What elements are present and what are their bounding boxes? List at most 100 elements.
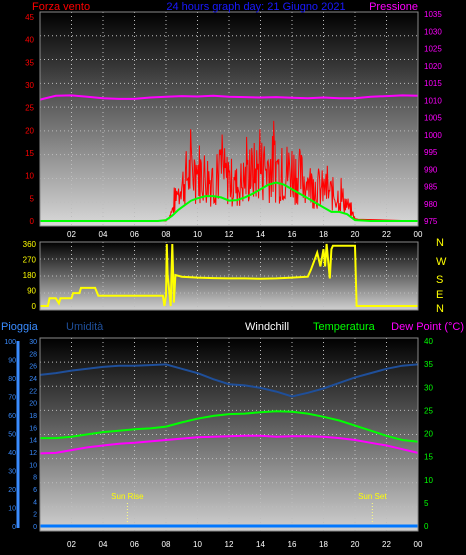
pressure-tick-1015: 1015 — [424, 79, 442, 88]
climate-time-label-16: 16 — [288, 540, 297, 549]
climate-time-label-22: 22 — [382, 540, 391, 549]
rain-tick-20: 20 — [8, 487, 16, 494]
climate-time-label-12: 12 — [225, 540, 234, 549]
humidity-tick-8: 8 — [33, 475, 37, 482]
rain-tick-30: 30 — [8, 469, 16, 476]
humidity-tick-0: 0 — [33, 524, 37, 531]
climate-time-label-06: 06 — [130, 540, 139, 549]
direction-chart-frame — [39, 241, 419, 311]
wind-time-label-20: 20 — [351, 230, 360, 239]
rain-tick-60: 60 — [8, 413, 16, 420]
wind-time-label-14: 14 — [256, 230, 265, 239]
sun-marker-label-1: Sun Set — [358, 492, 387, 501]
wind-time-label-22: 22 — [382, 230, 391, 239]
pressure-tick-1030: 1030 — [424, 27, 442, 36]
pressure-tick-990: 990 — [424, 165, 438, 174]
wind-time-label-12: 12 — [225, 230, 234, 239]
temperature-tick-20: 20 — [424, 430, 433, 439]
temperature-tick-40: 40 — [424, 337, 433, 346]
wind-tick-10: 10 — [25, 172, 34, 181]
wind-tick-15: 15 — [25, 149, 34, 158]
pressure-tick-975: 975 — [424, 217, 438, 226]
pressure-tick-1000: 1000 — [424, 131, 442, 140]
wind-time-label-02: 02 — [67, 230, 76, 239]
compass-tick-1: W — [436, 256, 447, 268]
temperature-tick-15: 15 — [424, 453, 433, 462]
rain-tick-0: 0 — [12, 524, 16, 531]
pressure-tick-1020: 1020 — [424, 62, 442, 71]
pressure-tick-1035: 1035 — [424, 10, 442, 19]
wind-tick-30: 30 — [25, 81, 34, 90]
wind-time-label-06: 06 — [130, 230, 139, 239]
climate-time-label-20: 20 — [351, 540, 360, 549]
climate-time-label-14: 14 — [256, 540, 265, 549]
humidity-tick-14: 14 — [29, 438, 37, 445]
direction-tick-180: 180 — [23, 271, 37, 280]
wind-average-line — [40, 181, 418, 222]
pressure-tick-1025: 1025 — [424, 45, 442, 54]
pressure-tick-1010: 1010 — [424, 96, 442, 105]
compass-tick-3: E — [436, 289, 443, 301]
wind-chart-title: 24 hours graph day: 21 Giugno 2021 — [166, 1, 345, 13]
direction-tick-0: 0 — [32, 302, 37, 311]
climate-time-label-18: 18 — [319, 540, 328, 549]
climate-time-label-10: 10 — [193, 540, 202, 549]
direction-tick-90: 90 — [27, 287, 36, 296]
humidity-tick-28: 28 — [29, 351, 37, 358]
climate-chart-frame — [39, 337, 419, 532]
temperature-tick-30: 30 — [424, 383, 433, 392]
tick-labels: 0202040406060808101012121414161618182020… — [4, 10, 447, 549]
rain-label: Pioggia — [1, 321, 39, 333]
wind-speed-line — [40, 120, 419, 222]
humidity-tick-2: 2 — [33, 512, 37, 519]
compass-tick-0: N — [436, 237, 444, 249]
pressure-line — [39, 94, 419, 101]
temperature-line — [40, 410, 419, 443]
humidity-tick-12: 12 — [29, 450, 37, 457]
wind-direction-line — [40, 243, 418, 307]
temperature-tick-35: 35 — [424, 360, 433, 369]
climate-time-label-08: 08 — [162, 540, 171, 549]
pressure-axis-title: Pressione — [369, 1, 418, 13]
rain-tick-100: 100 — [4, 339, 16, 346]
pressure-tick-980: 980 — [424, 200, 438, 209]
humidity-tick-30: 30 — [29, 339, 37, 346]
humidity-tick-20: 20 — [29, 401, 37, 408]
grid-layer — [40, 12, 418, 531]
humidity-label: Umidità — [66, 321, 104, 333]
direction-tick-360: 360 — [23, 240, 37, 249]
direction-tick-270: 270 — [23, 256, 37, 265]
wind-time-label-16: 16 — [288, 230, 297, 239]
wind-tick-5: 5 — [30, 194, 35, 203]
wind-time-label-04: 04 — [99, 230, 108, 239]
pressure-tick-985: 985 — [424, 183, 438, 192]
rain-tick-90: 90 — [8, 358, 16, 365]
humidity-tick-26: 26 — [29, 364, 37, 371]
climate-time-label-02: 02 — [67, 540, 76, 549]
humidity-line — [39, 363, 419, 398]
wind-tick-0: 0 — [30, 217, 35, 226]
temperature-tick-0: 0 — [424, 522, 429, 531]
humidity-tick-16: 16 — [29, 425, 37, 432]
wind-time-label-18: 18 — [319, 230, 328, 239]
climate-time-label-00: 00 — [414, 540, 423, 549]
series-layer — [39, 94, 419, 528]
wind-time-label-08: 08 — [162, 230, 171, 239]
wind-chart-frame — [39, 11, 419, 227]
climate-time-label-04: 04 — [99, 540, 108, 549]
compass-tick-2: S — [436, 274, 443, 286]
temperature-tick-10: 10 — [424, 476, 433, 485]
rain-tick-80: 80 — [8, 376, 16, 383]
temperature-tick-25: 25 — [424, 406, 433, 415]
rain-tick-40: 40 — [8, 450, 16, 457]
temperature-tick-5: 5 — [424, 499, 429, 508]
wind-tick-40: 40 — [25, 36, 34, 45]
windchill-label: Windchill — [245, 321, 289, 333]
dewpoint-label: Dew Point (°C) — [391, 321, 464, 333]
wind-tick-35: 35 — [25, 58, 34, 67]
rain-tick-10: 10 — [8, 506, 16, 513]
wind-axis-title: Forza vento — [32, 1, 90, 13]
humidity-tick-6: 6 — [33, 487, 37, 494]
